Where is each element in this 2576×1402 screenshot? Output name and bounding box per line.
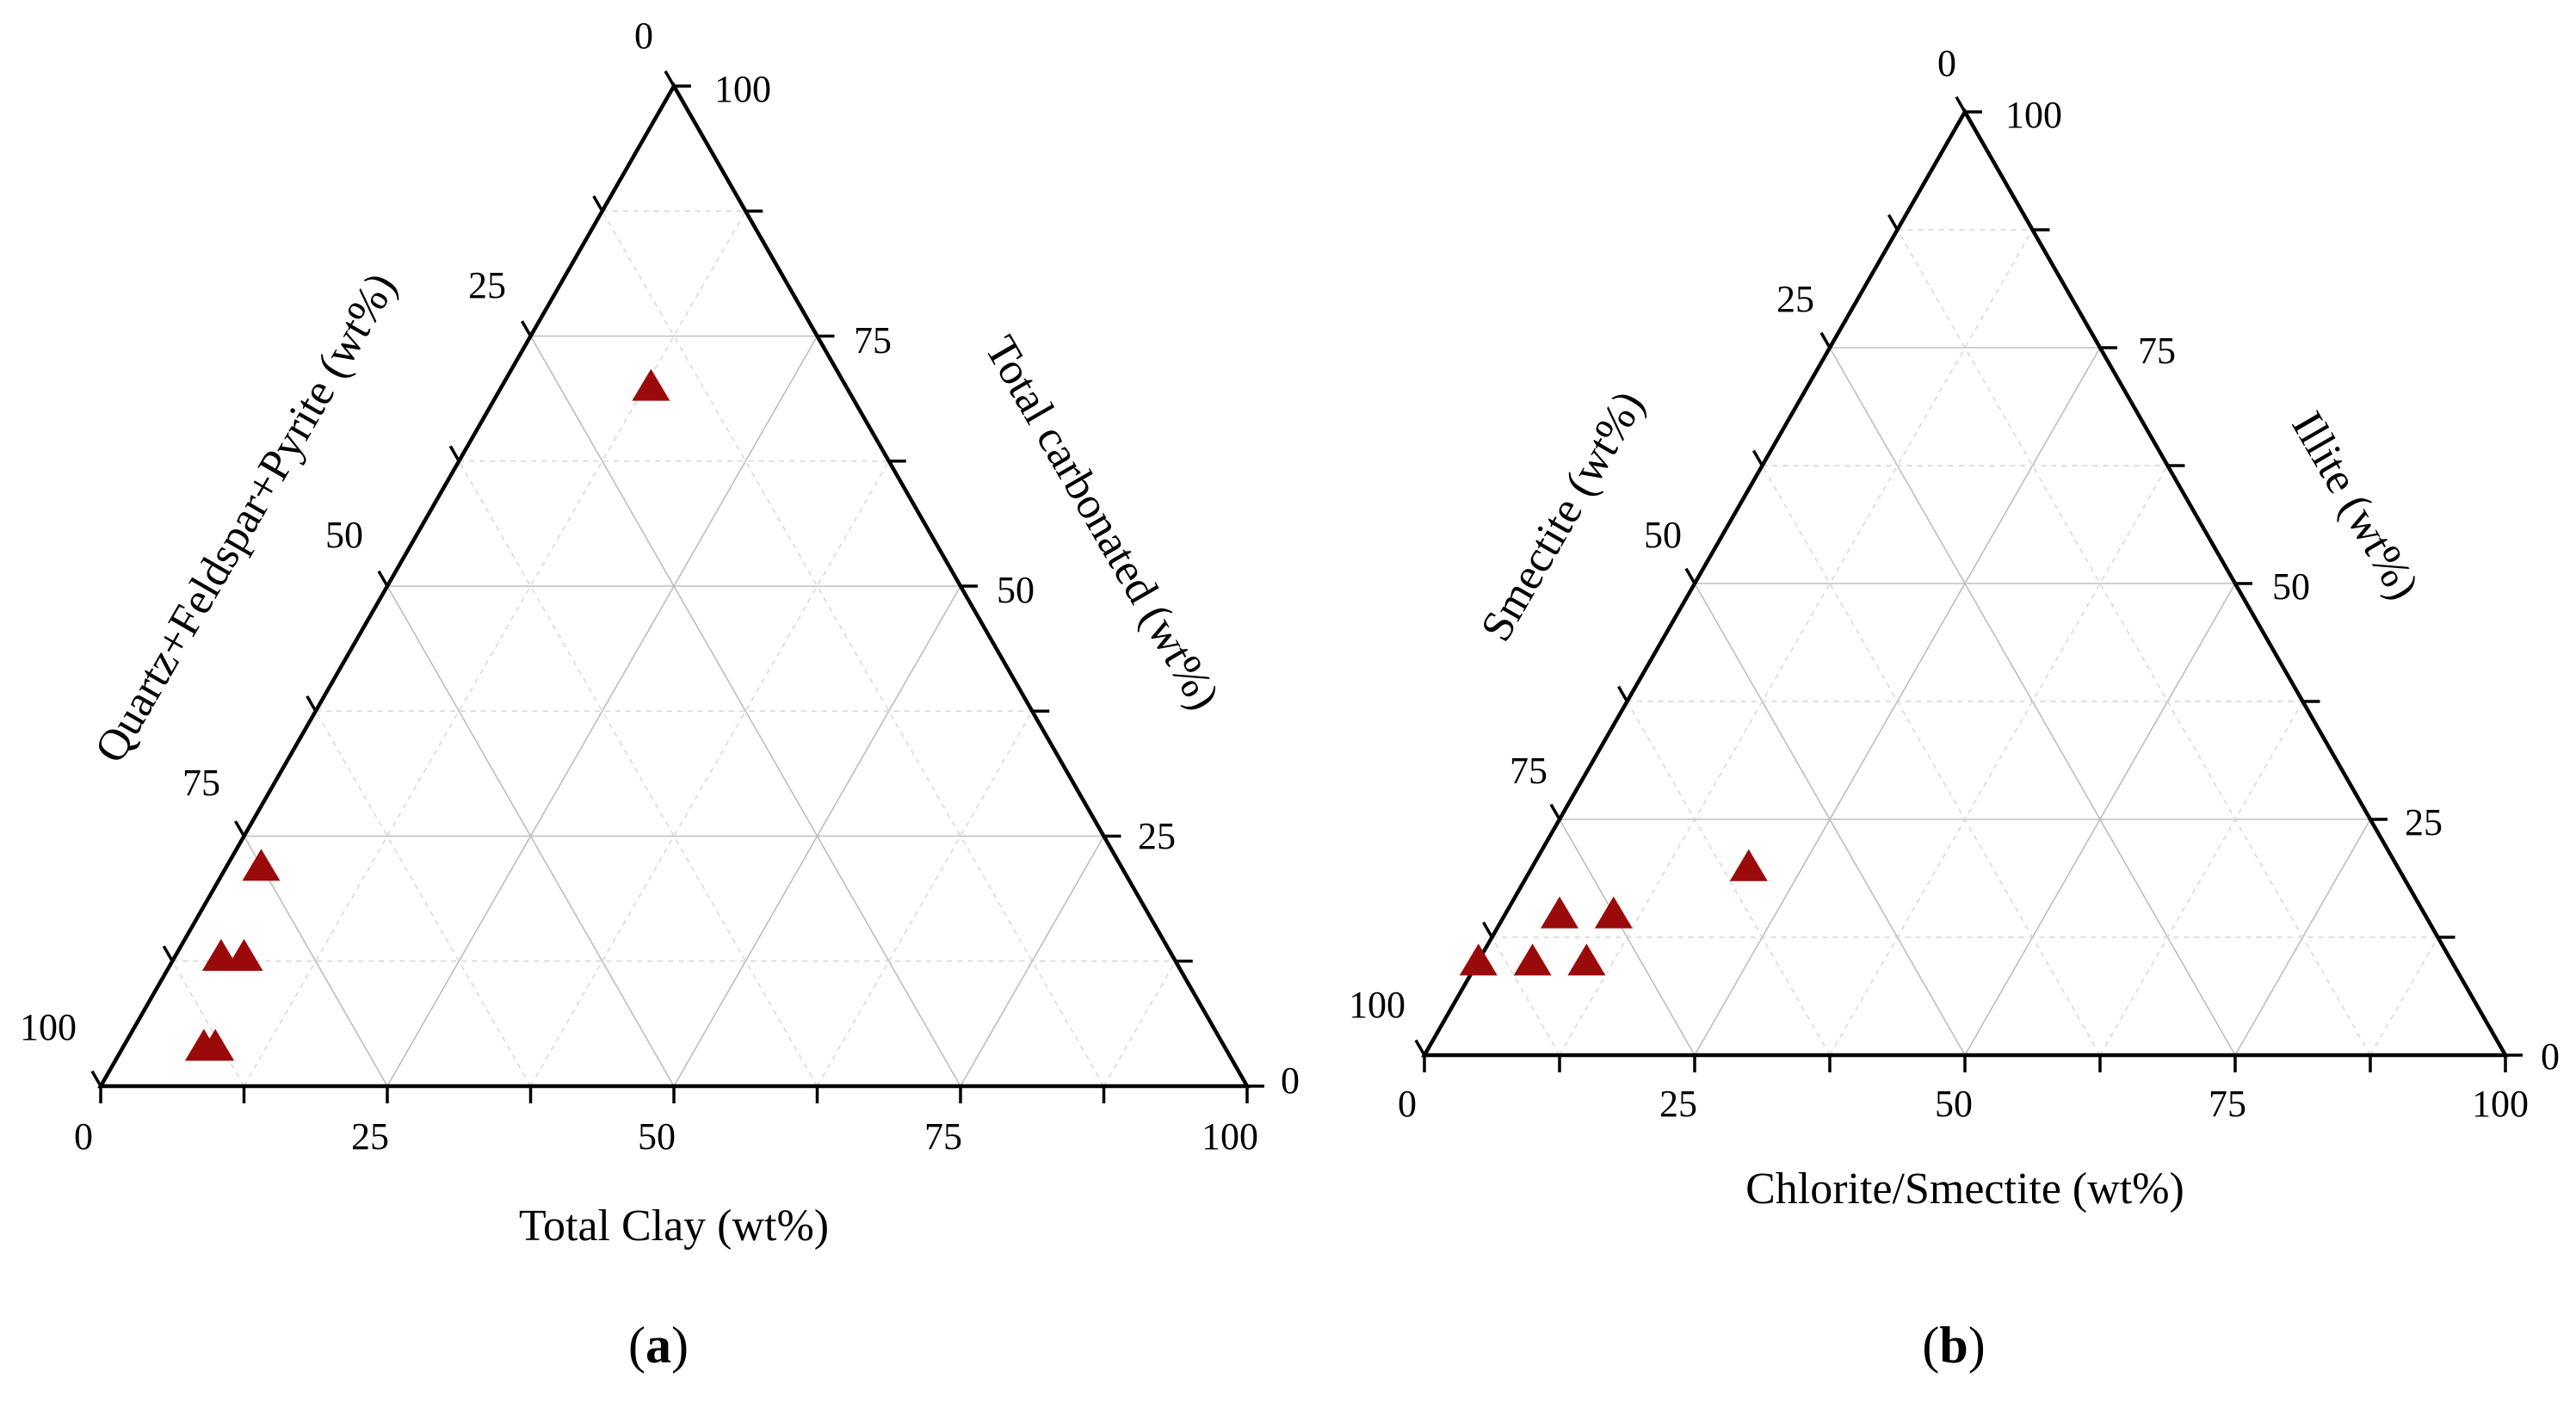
panel-b-data-points [1459,849,1768,976]
panel-a-minor-gridline [816,710,1033,1087]
panel-a-left-tick-mark [377,570,389,587]
panel-a-minor-gridline [171,960,245,1087]
ternary-panel-b: 0 25 50 75 100 0 25 50 75 100 100 75 50 … [1349,42,2560,1374]
panel-a-major-gridline [386,585,675,1087]
panel-b-minor-gridline [1829,465,2169,1056]
panel-a-left-tick-100: 100 [20,1006,77,1048]
panel-b-left-tick-mark [1887,213,1900,231]
panel-b-right-tick-75: 75 [2138,330,2176,372]
panel-a-left-tick-75: 75 [182,762,220,804]
panel-b-left-tick-25: 25 [1776,278,1814,320]
panel-b-right-tick-0: 0 [2541,1035,2560,1078]
panel-a-minor-gridline [602,210,1105,1087]
panel-a-left-tick-mark [90,1070,102,1087]
panel-b-minor-gridline [1491,936,1560,1056]
panel-b-minor-grid [1491,229,2439,1056]
panel-b-right-tick-100: 100 [2005,94,2062,136]
panel-b-minor-gridline [1559,229,2034,1056]
panel-a-left-tick-0: 0 [634,15,653,57]
panel-a-left-tick-mark [306,695,318,713]
panel-b-left-tick-mark [1481,921,1494,938]
panel-b-bottom-tick-100: 100 [2472,1083,2529,1125]
panel-b-bottom-tick-25: 25 [1659,1083,1697,1125]
panel-a-minor-gridline [315,710,532,1087]
panel-a-data-point [225,938,263,971]
panel-b-data-point [1541,896,1578,929]
panel-a-minor-gridline [1103,960,1177,1087]
panel-a-bottom-tick-75: 75 [924,1115,962,1158]
panel-a-bottom-tick-100: 100 [1202,1115,1258,1158]
panel-b-major-gridline [1964,583,2236,1056]
panel-a-right-tick-25: 25 [1138,815,1176,857]
panel-b-minor-gridline [2369,936,2439,1056]
panel-b-bottom-tick-0: 0 [1398,1083,1417,1125]
panel-b-left-tick-mark [1751,449,1764,466]
panel-a-minor-gridline [529,460,890,1087]
panel-b-left-axis-title: Smectite (wt%) [1472,383,1654,650]
panel-a-label: (a) [628,1317,689,1374]
panel-a-bottom-tick-25: 25 [351,1115,389,1158]
panel-a-data-point [632,368,670,401]
panel-a-bottom-axis-title: Total Clay (wt%) [519,1201,829,1251]
panel-b-data-point [1729,849,1768,881]
panel-a-right-tick-100: 100 [714,68,771,110]
panel-a-data-points [184,368,670,1061]
panel-a-right-tick-75: 75 [854,319,892,361]
panel-b-minor-gridline [2099,701,2304,1056]
panel-b-left-tick-50: 50 [1644,514,1682,556]
panel-a-tick-marks [90,70,1264,1103]
panel-a-minor-gridline [243,210,746,1087]
panel-b-bottom-tick-50: 50 [1935,1083,1973,1125]
panel-b-left-tick-mark [1549,803,1561,820]
panel-a-right-tick-0: 0 [1281,1059,1300,1102]
panel-a-left-tick-mark [448,445,460,462]
panel-b-left-tick-75: 75 [1510,750,1547,792]
panel-b-data-point [1567,943,1606,976]
panel-a-major-gridline [673,585,961,1087]
panel-b-minor-gridline [1761,465,2101,1056]
panel-a-data-point [242,849,281,881]
panel-a-major-grid [243,335,1105,1087]
panel-b-tick-marks [1414,96,2523,1072]
panel-a-left-tick-mark [162,945,174,962]
ternary-panel-a: 0 25 50 75 100 0 25 50 75 100 100 75 50 … [20,15,1300,1374]
panel-b-left-tick-mark [1819,331,1832,349]
panel-b-data-point [1459,943,1498,976]
panel-a-right-axis-title: Total carbonated (wt%) [975,328,1228,718]
panel-b-left-tick-mark [1414,1039,1426,1056]
panel-b-bottom-tick-75: 75 [2208,1083,2246,1125]
panel-b-major-gridline [1694,583,1966,1056]
panel-a-left-tick-mark [520,320,533,337]
panel-a-minor-gridline [458,460,819,1087]
panel-a-left-tick-mark [233,820,246,837]
panel-a-major-gridline [386,336,819,1087]
panel-a-data-point [196,1028,235,1061]
panel-b-minor-gridline [1896,229,2371,1056]
panel-b-label: (b) [1922,1317,1985,1374]
panel-a-minor-grid [171,210,1177,1087]
panel-b-left-tick-100: 100 [1349,984,1405,1026]
panel-b-left-tick-mark [1684,567,1696,584]
panel-a-left-tick-mark [664,70,676,87]
panel-a-left-tick-50: 50 [325,514,363,556]
panel-b-data-point [1513,943,1552,976]
panel-b-right-tick-50: 50 [2272,565,2310,608]
panel-a-left-tick-25: 25 [468,264,506,306]
panel-b-minor-gridline [1626,701,1831,1056]
panel-a-bottom-tick-0: 0 [74,1115,93,1158]
panel-a-right-tick-50: 50 [997,569,1035,611]
panel-b-right-tick-25: 25 [2405,801,2443,843]
panel-b-data-point [1594,896,1633,929]
panel-b-left-tick-mark [1616,685,1629,702]
panel-b-left-tick-mark [1955,96,1967,113]
panel-a-left-tick-mark [592,195,604,213]
panel-a-bottom-tick-50: 50 [638,1115,676,1158]
panel-b-left-tick-0: 0 [1937,42,1956,84]
panel-b-bottom-axis-title: Chlorite/Smectite (wt%) [1745,1164,2184,1214]
